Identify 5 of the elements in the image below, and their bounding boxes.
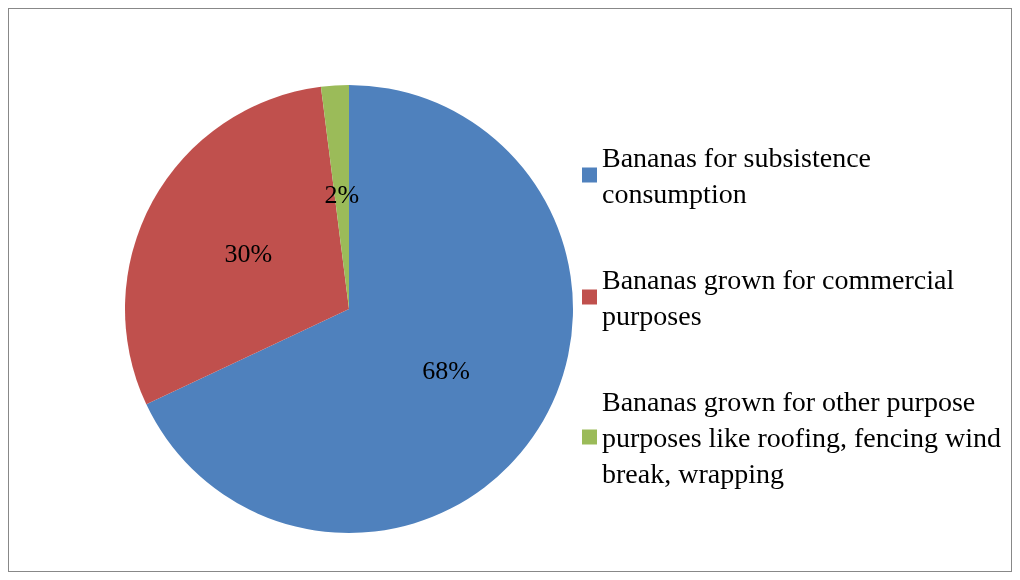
data-label: 68% [422,356,470,386]
data-label: 30% [224,239,273,269]
legend-label: Bananas grown for commercial purposes [602,263,962,331]
legend-label: Bananas grown for other purpose purposes like roofing, fencing wind break, wrapping [602,385,1008,489]
legend-label: Bananas for subsistence consumption [602,141,879,209]
